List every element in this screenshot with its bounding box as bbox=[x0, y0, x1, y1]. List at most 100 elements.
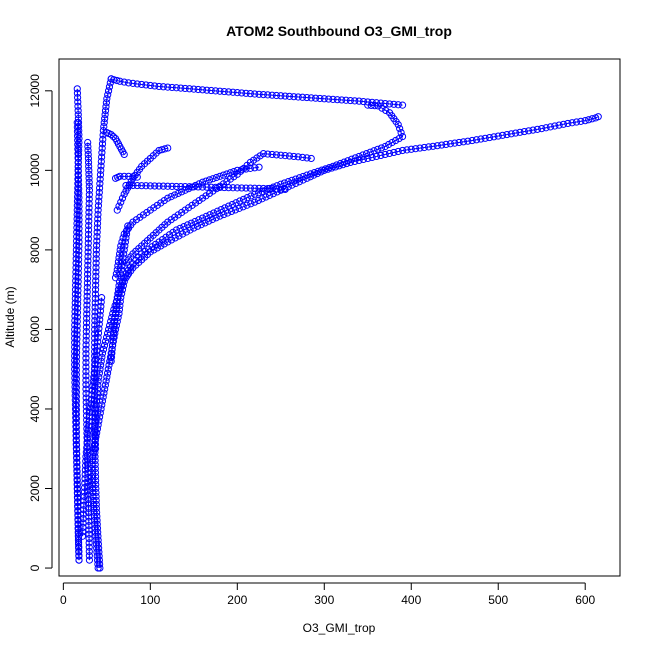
data-point bbox=[98, 149, 106, 157]
data-point bbox=[74, 111, 82, 119]
data-point bbox=[85, 217, 93, 225]
data-point bbox=[455, 138, 463, 147]
data-point bbox=[74, 102, 82, 110]
data-point bbox=[403, 146, 411, 154]
data-point bbox=[359, 97, 368, 106]
data-point bbox=[82, 323, 91, 331]
data-point bbox=[292, 175, 300, 183]
data-point bbox=[84, 257, 92, 265]
data-point bbox=[109, 132, 117, 141]
data-point bbox=[101, 115, 109, 123]
data-point bbox=[81, 470, 89, 478]
data-point bbox=[221, 204, 229, 212]
data-point bbox=[99, 345, 108, 353]
data-point bbox=[74, 524, 82, 532]
data-point bbox=[398, 101, 407, 109]
data-point bbox=[181, 183, 189, 191]
data-point bbox=[81, 466, 89, 474]
data-point bbox=[477, 135, 485, 143]
data-point bbox=[102, 103, 110, 111]
data-point bbox=[91, 436, 99, 444]
data-point bbox=[91, 405, 99, 413]
data-point bbox=[123, 226, 131, 234]
data-point bbox=[529, 126, 537, 134]
x-tick-label: 200 bbox=[227, 593, 247, 607]
data-point bbox=[290, 93, 298, 101]
data-point bbox=[72, 250, 80, 258]
data-point bbox=[92, 484, 100, 493]
data-point bbox=[95, 324, 103, 333]
data-point bbox=[85, 204, 93, 212]
data-point bbox=[90, 373, 98, 381]
data-point bbox=[264, 184, 272, 193]
data-point bbox=[84, 142, 92, 151]
data-point bbox=[72, 397, 80, 405]
data-point bbox=[74, 175, 82, 183]
data-point bbox=[407, 145, 415, 153]
data-point bbox=[71, 343, 79, 351]
data-point bbox=[280, 184, 289, 193]
series-line bbox=[94, 104, 404, 569]
data-point bbox=[92, 263, 100, 272]
data-point bbox=[82, 332, 90, 340]
data-point bbox=[85, 191, 93, 199]
data-point bbox=[91, 524, 99, 532]
data-point bbox=[336, 159, 345, 168]
data-point bbox=[559, 120, 568, 128]
data-point bbox=[368, 98, 376, 106]
data-point bbox=[96, 180, 104, 188]
data-point bbox=[396, 124, 404, 133]
data-point bbox=[155, 82, 163, 91]
data-point bbox=[91, 356, 99, 364]
data-point bbox=[72, 406, 80, 414]
data-point bbox=[164, 144, 172, 152]
data-point bbox=[118, 194, 127, 202]
data-point bbox=[498, 131, 507, 139]
data-point bbox=[433, 142, 441, 150]
data-point bbox=[71, 378, 79, 387]
data-point bbox=[85, 199, 93, 208]
data-point bbox=[394, 147, 402, 156]
data-point bbox=[213, 207, 222, 215]
data-point bbox=[72, 418, 80, 426]
data-point bbox=[81, 484, 89, 492]
y-tick-label: 10000 bbox=[28, 153, 42, 187]
data-point bbox=[84, 430, 92, 439]
data-point bbox=[96, 171, 105, 179]
data-point bbox=[83, 314, 91, 322]
data-point bbox=[104, 325, 113, 334]
data-point bbox=[97, 166, 105, 174]
data-point bbox=[298, 153, 307, 161]
data-point bbox=[73, 228, 81, 236]
data-point bbox=[355, 97, 363, 105]
data-point bbox=[72, 415, 80, 423]
data-point bbox=[93, 544, 101, 552]
data-point bbox=[82, 367, 90, 376]
data-point bbox=[98, 144, 106, 152]
data-point bbox=[242, 89, 250, 97]
data-point bbox=[258, 195, 266, 203]
data-point bbox=[120, 250, 128, 258]
data-point bbox=[86, 404, 95, 412]
data-point bbox=[385, 109, 394, 117]
data-point bbox=[346, 96, 354, 105]
data-point bbox=[90, 369, 98, 377]
data-point bbox=[91, 409, 99, 417]
data-point bbox=[223, 170, 231, 178]
data-point bbox=[82, 354, 90, 362]
data-point bbox=[84, 230, 93, 239]
data-point bbox=[124, 172, 133, 180]
data-point bbox=[104, 87, 113, 95]
data-point bbox=[92, 281, 100, 289]
data-point bbox=[94, 528, 102, 536]
data-point bbox=[268, 91, 276, 99]
data-point bbox=[91, 414, 99, 422]
data-point bbox=[91, 449, 99, 457]
data-point bbox=[72, 384, 80, 392]
data-point bbox=[83, 279, 92, 287]
data-point bbox=[95, 373, 103, 381]
data-point bbox=[82, 350, 90, 358]
data-point bbox=[85, 417, 93, 425]
data-point bbox=[247, 192, 255, 200]
data-point bbox=[74, 532, 82, 540]
